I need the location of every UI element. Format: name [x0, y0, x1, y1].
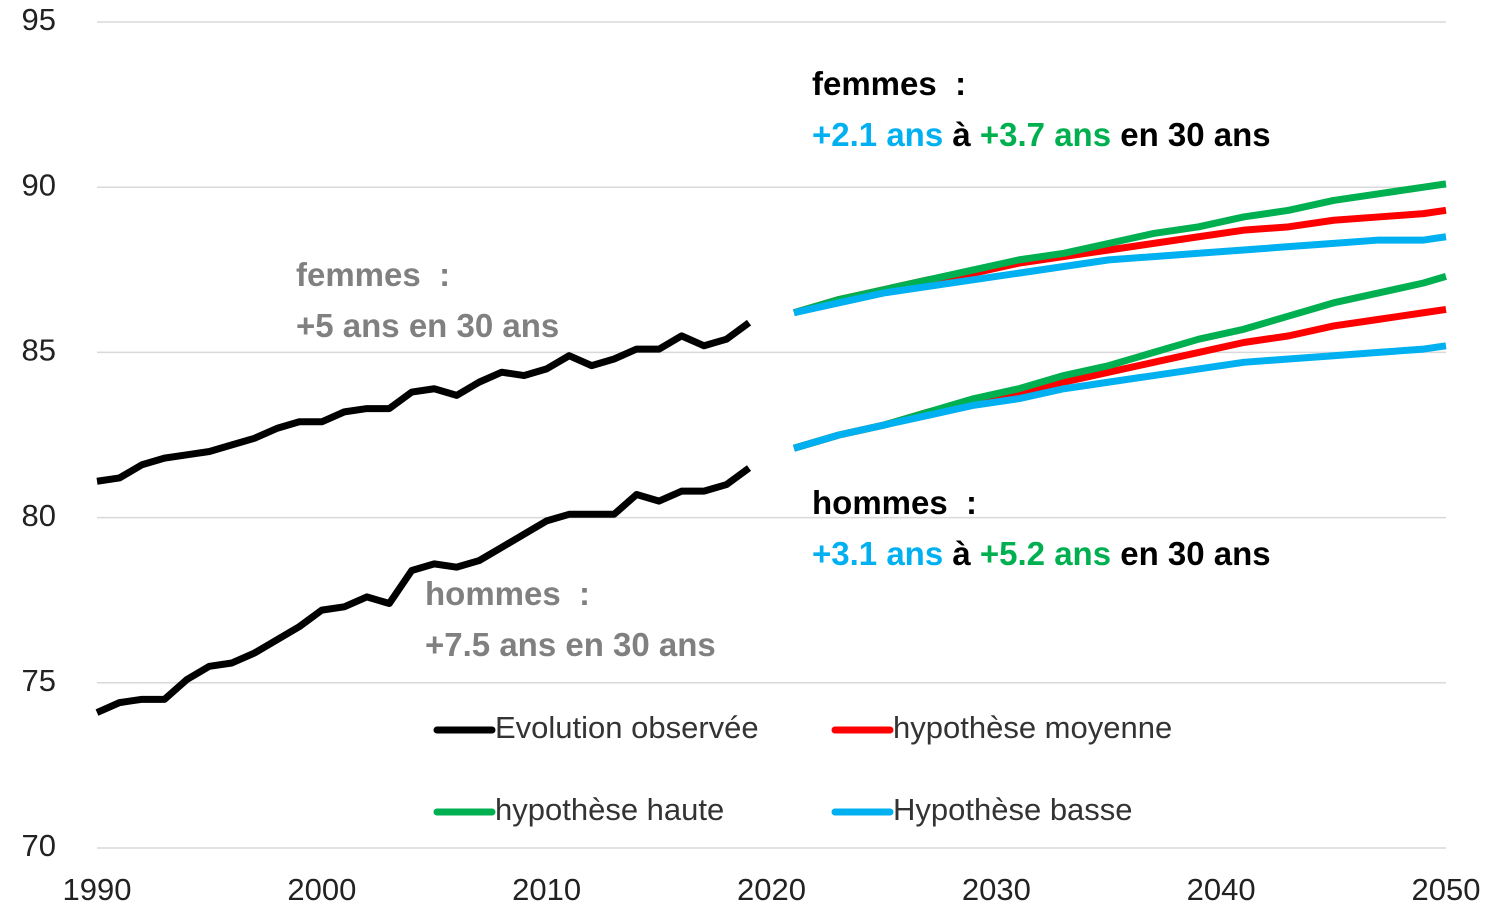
annotation: hommes :: [812, 484, 977, 521]
annotation-part: femmes :: [812, 65, 966, 102]
y-tick-label: 90: [22, 167, 56, 202]
y-tick-label: 85: [22, 333, 56, 368]
annotation-part: +5 ans en 30 ans: [296, 307, 559, 344]
annotation-part: femmes :: [296, 256, 450, 293]
annotation-part: +7.5 ans en 30 ans: [425, 626, 716, 663]
series-line: [792, 180, 1447, 317]
x-tick-label: 2030: [962, 872, 1031, 907]
series-line: [792, 342, 1447, 452]
annotation: +3.1 ans à +5.2 ans en 30 ans: [812, 535, 1271, 572]
x-tick-label: 2000: [287, 872, 356, 907]
legend-label: hypothèse haute: [495, 792, 724, 827]
annotation: femmes :: [296, 256, 450, 293]
annotation-part: en 30 ans: [1111, 535, 1271, 572]
series-line: [793, 233, 1447, 317]
x-tick-label: 2050: [1412, 872, 1481, 907]
annotation-part: à: [943, 535, 980, 572]
y-tick-label: 75: [22, 663, 56, 698]
y-tick-label: 95: [22, 2, 56, 37]
annotation-part: +2.1 ans: [812, 116, 943, 153]
annotation-part: +5.2 ans: [980, 535, 1111, 572]
x-tick-label: 2010: [512, 872, 581, 907]
y-tick-label: 80: [22, 498, 56, 533]
x-tick-label: 2040: [1187, 872, 1256, 907]
annotation-part: hommes :: [425, 575, 590, 612]
annotation-part: +3.7 ans: [980, 116, 1111, 153]
annotation: femmes :: [812, 65, 966, 102]
x-tick-label: 2020: [737, 872, 806, 907]
legend-label: Evolution observée: [495, 710, 759, 745]
y-tick-label: 70: [22, 828, 56, 863]
series-line: [95, 465, 752, 716]
annotation: hommes :: [425, 575, 590, 612]
annotation-part: à: [943, 116, 980, 153]
annotation: +2.1 ans à +3.7 ans en 30 ans: [812, 116, 1271, 153]
legend-label: Hypothèse basse: [893, 792, 1133, 827]
annotation: +5 ans en 30 ans: [296, 307, 559, 344]
series-line: [96, 319, 752, 485]
annotation-part: hommes :: [812, 484, 977, 521]
annotation-part: en 30 ans: [1111, 116, 1271, 153]
annotation: +7.5 ans en 30 ans: [425, 626, 716, 663]
legend-label: hypothèse moyenne: [893, 710, 1172, 745]
annotation-part: +3.1 ans: [812, 535, 943, 572]
x-tick-label: 1990: [63, 872, 132, 907]
